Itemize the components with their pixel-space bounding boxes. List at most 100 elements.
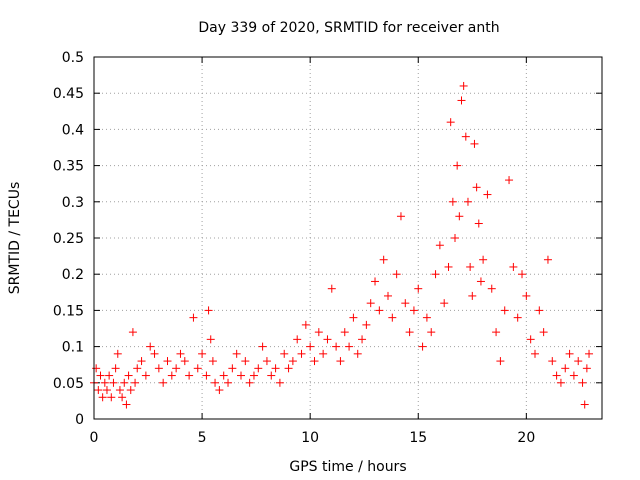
y-tick-label: 0.35: [53, 159, 84, 175]
data-point: [172, 364, 181, 373]
data-point: [474, 219, 483, 228]
data-point: [401, 299, 410, 308]
data-point: [539, 328, 548, 337]
data-point: [141, 371, 150, 380]
data-point: [94, 386, 103, 395]
data-point: [530, 349, 539, 358]
data-point: [451, 234, 460, 242]
data-point: [345, 342, 354, 351]
data-point: [137, 357, 146, 366]
data-point: [556, 378, 565, 387]
data-point: [569, 371, 578, 380]
data-point: [526, 335, 535, 344]
data-point: [204, 306, 213, 315]
y-tick-label: 0.1: [62, 340, 84, 356]
data-point: [215, 386, 224, 395]
data-point: [306, 342, 315, 351]
data-point: [580, 400, 589, 409]
data-point: [574, 357, 583, 366]
data-point: [202, 371, 211, 380]
data-point: [522, 291, 531, 300]
y-axis-label: SRMTID / TECUs: [7, 182, 23, 295]
data-point: [513, 313, 522, 322]
x-tick-label: 5: [198, 430, 207, 446]
data-point: [409, 306, 418, 315]
x-axis-label: GPS time / hours: [289, 459, 406, 475]
data-point: [219, 371, 228, 380]
data-point: [154, 364, 163, 373]
data-point: [126, 386, 135, 395]
data-point: [500, 306, 509, 315]
data-point: [446, 118, 455, 127]
data-point: [254, 364, 263, 373]
data-point: [332, 342, 341, 351]
axis-layer: 0 0.05 0.1 0.15 0.2 0.25 0.3 0.35 0.4 0.45 0.5 0 5 10…: [53, 50, 602, 446]
data-point: [167, 371, 176, 380]
y-tick-label: 0.2: [62, 267, 84, 283]
data-point: [349, 313, 358, 322]
data-point: [518, 270, 527, 279]
data-point: [98, 393, 107, 402]
data-point: [113, 349, 122, 358]
data-point: [109, 378, 118, 387]
data-point: [552, 371, 561, 380]
data-point: [208, 357, 217, 366]
data-point: [224, 378, 233, 387]
data-point: [120, 378, 129, 387]
data-point: [236, 371, 245, 380]
data-point: [448, 197, 457, 206]
data-point: [111, 364, 120, 373]
data-point: [505, 176, 514, 185]
data-point: [211, 378, 220, 387]
data-point: [232, 349, 241, 358]
data-point: [245, 378, 254, 387]
data-point: [396, 212, 405, 221]
data-point: [470, 139, 479, 148]
data-point: [150, 349, 159, 358]
x-tick-label: 0: [90, 430, 99, 446]
data-point: [418, 342, 427, 351]
data-point: [118, 393, 127, 402]
data-point: [444, 262, 453, 271]
data-point: [310, 357, 319, 366]
data-point: [414, 284, 423, 293]
data-point: [479, 255, 488, 264]
data-point: [131, 378, 140, 387]
grid-layer: [94, 57, 602, 419]
data-point: [297, 349, 306, 358]
data-point: [466, 262, 475, 271]
data-point: [284, 364, 293, 373]
data-point: [163, 357, 172, 366]
data-point: [122, 400, 131, 409]
data-point: [440, 299, 449, 308]
data-point: [193, 364, 202, 373]
y-tick-label: 0.3: [62, 195, 84, 211]
data-point: [228, 364, 237, 373]
data-point: [107, 393, 116, 402]
data-point: [293, 335, 302, 344]
data-point: [241, 357, 250, 366]
data-point: [457, 96, 466, 105]
data-point: [249, 371, 258, 380]
data-point: [362, 320, 371, 329]
x-tick-label: 15: [409, 430, 427, 446]
data-point: [422, 313, 431, 322]
chart-title: Day 339 of 2020, SRMTID for receiver ant…: [198, 20, 499, 36]
data-point: [258, 342, 267, 351]
y-tick-label: 0.45: [53, 86, 84, 102]
data-point: [336, 357, 345, 366]
data-point: [185, 371, 194, 380]
data-point: [431, 270, 440, 279]
data-point: [180, 357, 189, 366]
data-point: [262, 357, 271, 366]
data-point: [198, 349, 207, 358]
x-tick-label: 20: [517, 430, 535, 446]
data-point: [375, 306, 384, 315]
data-point: [453, 161, 462, 170]
data-point: [371, 277, 380, 286]
data-point: [267, 371, 276, 380]
data-point: [427, 328, 436, 337]
data-point: [509, 262, 518, 271]
